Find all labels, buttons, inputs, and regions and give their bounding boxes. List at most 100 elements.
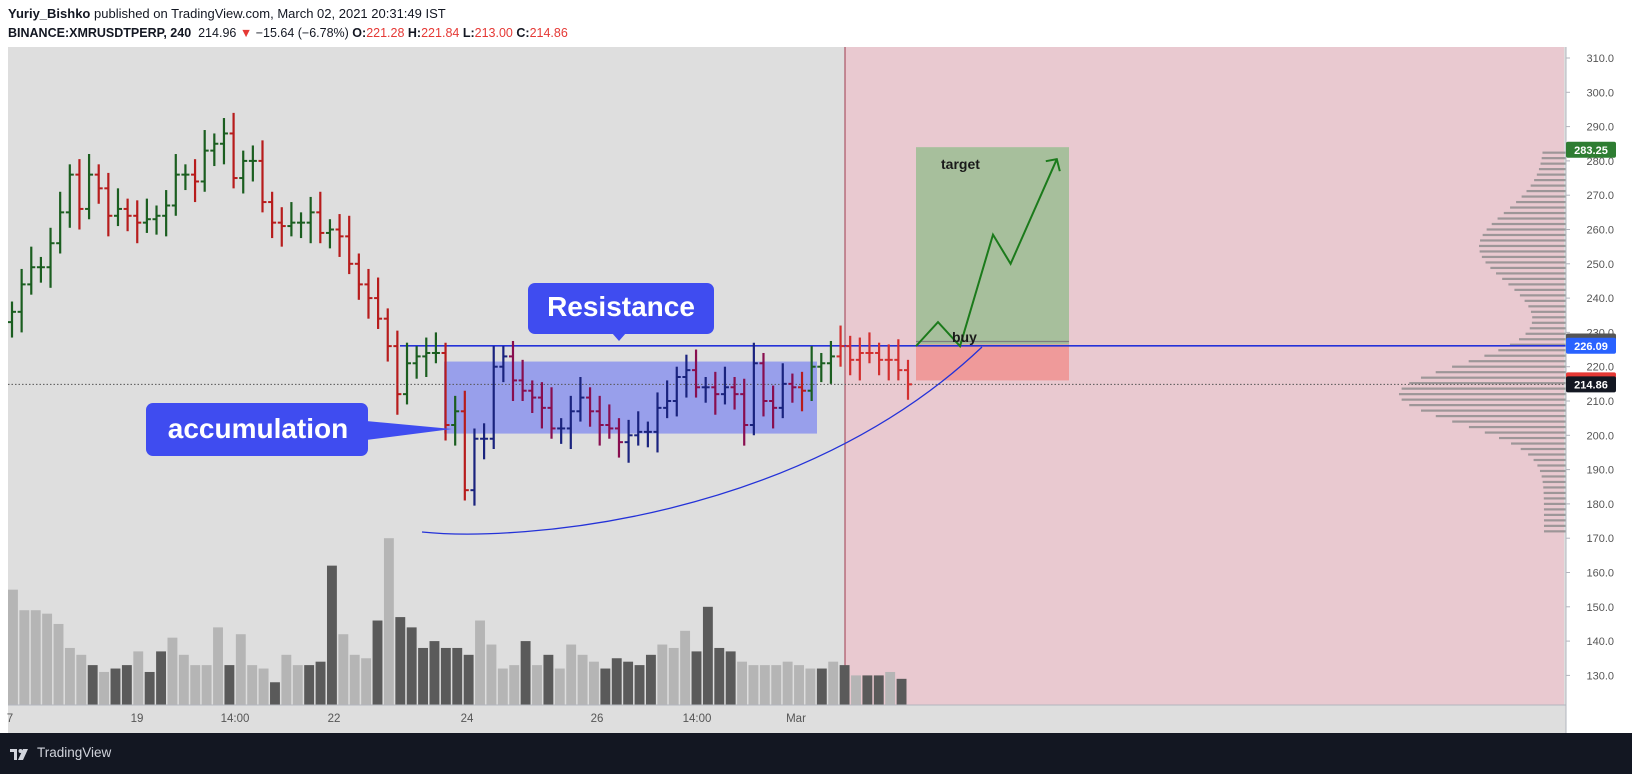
tradingview-brand[interactable]: TradingView [37,745,112,760]
ohlc-bar [730,376,739,410]
volume-profile-row [1498,349,1566,352]
time-axis[interactable]: 7 19 14:00 22 24 26 14:00 Mar [7,713,806,725]
close-value: 214.86 [529,26,568,40]
ohlc-bar [316,191,325,244]
volume-bar [839,665,850,705]
volume-bar [292,665,303,705]
price-tick-label: 270.0 [1586,190,1614,202]
ohlc-bar [306,196,315,244]
ohlc-bar [528,380,537,414]
volume-profile-row [1530,184,1566,187]
ohlc-bar [855,337,864,381]
volume-profile-row [1511,442,1566,445]
volume-bar [395,617,406,705]
ohlc-bar [219,118,228,165]
ohlc-bar [826,340,835,384]
volume-profile-row [1508,283,1566,286]
ohlc-bar [480,423,489,460]
volume-profile-row [1529,327,1566,330]
price-tag-label: 283.25 [1574,145,1608,157]
ohlc-bar [133,200,142,244]
ohlc-bar [701,376,710,403]
author-name[interactable]: Yuriy_Bishko [8,6,91,21]
volume-bar [326,565,337,705]
volume-profile-row [1503,211,1566,215]
volume-profile-row [1541,475,1566,478]
volume-bar [53,623,64,705]
footer-bar: TradingView [0,733,1632,774]
price-tick-label: 310.0 [1586,53,1614,65]
ohlc-bar [393,330,402,415]
ohlc-bar [8,301,16,338]
stop-zone[interactable] [916,344,1069,381]
volume-bar [816,668,827,705]
volume-profile-row [1401,387,1566,390]
accumulation-callout[interactable]: accumulation [146,403,452,456]
ohlc-bar [191,159,200,203]
volume-bar [668,647,679,705]
ohlc-bar [817,352,826,383]
volume-profile-row [1435,371,1566,374]
volume-profile-row [1526,189,1566,193]
volume-profile-row [1521,195,1566,198]
ohlc-bar [537,382,546,429]
volume-profile-row [1540,162,1566,165]
volume-profile-row [1435,414,1566,418]
volume-bar [76,654,87,705]
volume-profile-row [1543,530,1566,533]
volume-profile-row [1543,491,1566,495]
ohlc-bar [17,268,26,333]
volume-profile-row [1452,420,1566,423]
ohlc-bar [798,371,807,412]
volume-bar [315,661,326,705]
volume-profile-row [1543,486,1566,489]
price-tag: 214.86 [1566,376,1616,393]
volume-bar [475,620,485,705]
volume-bar [87,665,98,705]
ohlc-bar [258,140,267,213]
volume-profile-row [1542,480,1566,484]
volume-bar [429,641,440,705]
volume-profile-row [1468,360,1566,363]
volume-bar [794,665,804,705]
volume-profile-row [1491,222,1566,226]
volume-profile [1398,151,1566,533]
projection-path[interactable] [915,158,1058,349]
volume-profile-row [1484,431,1566,434]
accumulation-box[interactable] [444,361,817,434]
chart-canvas[interactable]: Resistance accumulation target buy 310.0… [0,0,1632,733]
volume-bar [737,661,748,705]
target-zone[interactable] [916,147,1069,345]
volume-profile-row [1541,157,1566,160]
volume-bar [213,627,223,705]
volume-bar [235,634,246,705]
volume-bar [19,610,30,705]
ohlc-bar [364,268,373,319]
resistance-label: Resistance [547,291,695,322]
volume-profile-row [1519,294,1566,297]
volume-bar [623,661,634,705]
resistance-callout[interactable]: Resistance [528,283,714,341]
ohlc-bar [720,366,729,405]
volume-profile-row [1516,200,1566,204]
symbol-label[interactable]: BINANCE:XMRUSDTPERP, 240 [8,26,192,40]
ohlc-bar [171,154,180,216]
volume-profile-row [1525,332,1566,335]
ohlc-bar [56,191,65,254]
volume-bar [178,654,189,705]
volume-profile-row [1480,239,1566,242]
ohlc-bar [614,418,623,458]
price-tick-label: 160.0 [1586,568,1614,580]
rounding-bottom-arc[interactable] [421,346,983,535]
volume-profile-row [1490,266,1566,270]
price-tick-label: 170.0 [1586,533,1614,545]
volume-profile-row [1398,393,1566,396]
ohlc-bar [104,172,113,237]
high-value: 221.84 [421,26,460,40]
price-axis[interactable]: 310.0 300.0 290.0 280.0 270.0 260.0 250.0 240.0… [1566,53,1614,682]
volume-bar [258,668,269,705]
volume-bar [748,665,759,705]
volume-bars [8,538,907,705]
ohlc-bar [441,342,450,441]
volume-bar [691,651,702,705]
